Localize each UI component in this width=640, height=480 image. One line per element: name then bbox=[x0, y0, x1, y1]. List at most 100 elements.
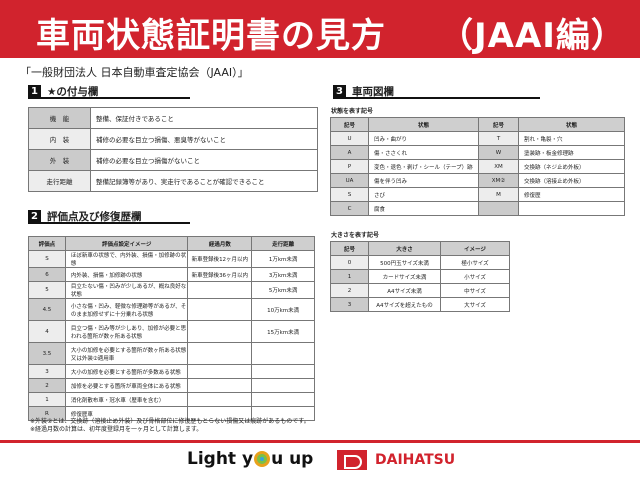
table-cell: 経過月数 bbox=[187, 236, 253, 251]
table-row: 3 大小の加修を必要とする箇所が多数ある状態 bbox=[28, 364, 315, 379]
table-cell: 走行距離 bbox=[251, 236, 315, 251]
table-row: 5 目立たない傷・凹みが少しあるが、概ね良好な状態 5万km未満 bbox=[28, 281, 315, 299]
table-cell bbox=[187, 392, 253, 407]
table-row: 4 目立つ傷・凹み等が少しあり、加修が必要と思われる箇所が数ヶ所ある状態 15万km… bbox=[28, 320, 315, 343]
header-row: 記号 状態 記号 状態 bbox=[330, 117, 625, 132]
section-number: 2 bbox=[28, 210, 41, 223]
table-cell: 4.5 bbox=[28, 298, 66, 321]
table-cell: 記号 bbox=[478, 117, 519, 132]
table-cell: 交換跡（ネジ止め外板） bbox=[518, 159, 625, 174]
table-cell: 大サイズ bbox=[440, 297, 510, 312]
state-label: 状態を表す記号 bbox=[331, 108, 374, 115]
section-1-header: 1 ★の付与欄 bbox=[28, 85, 190, 99]
note: ※外装②とは、交換跡（溶接止め外装）及び骨格部位に修復歴もとらない損傷又は痕跡が… bbox=[30, 418, 310, 425]
slogan-part: Light y bbox=[187, 449, 254, 469]
table-cell: 傷・ささくれ bbox=[368, 145, 479, 160]
grade-table: 評価点 評価点設定イメージ 経過月数 走行距離 S ほぼ新車の状態で、内外装、損傷・加修跡… bbox=[28, 236, 315, 421]
table-row: 3 A4サイズを超えたもの 大サイズ bbox=[330, 297, 510, 312]
table-row: 内 装補修の必要な目立つ損傷、悪臭等がないこと bbox=[28, 128, 318, 150]
table-cell: 2 bbox=[28, 378, 66, 393]
table-cell: 記号 bbox=[330, 241, 369, 256]
table-row: C 腐食 bbox=[330, 201, 625, 216]
ring-icon bbox=[254, 451, 271, 467]
table-cell: 大小の加修を必要とする箇所が多数ある状態 bbox=[64, 364, 189, 379]
table-cell: M bbox=[478, 187, 519, 202]
table-cell: 整備、保証付きであること bbox=[90, 107, 318, 129]
table-cell: 0 bbox=[330, 255, 369, 270]
table-cell: 極小サイズ bbox=[440, 255, 510, 270]
table-cell: UA bbox=[330, 173, 369, 188]
divider bbox=[0, 440, 640, 443]
table-cell: 機 能 bbox=[28, 107, 91, 129]
table-row: 6 内外装、損傷・加修跡の状態 新車登録後36ヶ月以内 3万km未満 bbox=[28, 267, 315, 282]
table-cell: 状態 bbox=[368, 117, 479, 132]
table-cell: 評価点 bbox=[28, 236, 66, 251]
table-cell bbox=[478, 201, 519, 216]
table-row: 3.5 大小の加修を必要とする箇所が数ヶ所ある状態又は外装②適用車 bbox=[28, 342, 315, 365]
table-cell: 大きさ bbox=[368, 241, 441, 256]
state-table: 記号 状態 記号 状態 U 凹み・曲がり T 割れ・亀裂・穴 A 傷・ささくれ W 塗装跡・板金修理跡… bbox=[330, 117, 625, 216]
table-cell: 修復歴 bbox=[518, 187, 625, 202]
note: ※経過月数の計算は、初年度登録月を一ヶ月として計算します。 bbox=[30, 426, 203, 433]
table-row: 外 装補修の必要な目立つ損傷がないこと bbox=[28, 149, 318, 171]
table-cell: 500円玉サイズ未満 bbox=[368, 255, 441, 270]
notes: ※外装②とは、交換跡（溶接止め外装）及び骨格部位に修復歴もとらない損傷又は痕跡が… bbox=[30, 418, 310, 434]
table-cell bbox=[187, 320, 253, 343]
table-cell: 目立たない傷・凹みが少しあるが、概ね良好な状態 bbox=[64, 281, 189, 299]
table-cell: 外 装 bbox=[28, 149, 91, 171]
table-cell: 1 bbox=[28, 392, 66, 407]
table-cell: 新車登録後36ヶ月以内 bbox=[187, 267, 253, 282]
light-you-up-logo: Light y u up bbox=[187, 449, 313, 469]
table-cell: P bbox=[330, 159, 369, 174]
table-cell: XM② bbox=[478, 173, 519, 188]
table-cell: 4 bbox=[28, 320, 66, 343]
section-number: 3 bbox=[333, 85, 346, 98]
table-cell: 消化剤散布車・冠水車（歴車を含む） bbox=[64, 392, 189, 407]
table-cell: XM bbox=[478, 159, 519, 174]
header-row: 評価点 評価点設定イメージ 経過月数 走行距離 bbox=[28, 236, 315, 251]
table-cell: 3.5 bbox=[28, 342, 66, 365]
section-title: ★の付与欄 bbox=[47, 86, 99, 98]
table-cell: A bbox=[330, 145, 369, 160]
table-cell: さび bbox=[368, 187, 479, 202]
table-cell: T bbox=[478, 131, 519, 146]
table-cell bbox=[187, 281, 253, 299]
table-cell: 5万km未満 bbox=[251, 281, 315, 299]
table-cell bbox=[187, 298, 253, 321]
table-row: P 変色・退色・剥げ・シール（テープ）跡 XM 交換跡（ネジ止め外板） bbox=[330, 159, 625, 174]
table-cell: 傷を伴う凹み bbox=[368, 173, 479, 188]
table-cell: 目立つ傷・凹み等が少しあり、加修が必要と思われる箇所が数ヶ所ある状態 bbox=[64, 320, 189, 343]
table-row: S ほぼ新車の状態で、内外装、損傷・加修跡の状態 新車登録後12ヶ月以内 1万km未満 bbox=[28, 250, 315, 268]
table-row: R 修復歴車 bbox=[28, 406, 315, 421]
table-cell: 内外装、損傷・加修跡の状態 bbox=[64, 267, 189, 282]
table-cell bbox=[187, 342, 253, 365]
section-title: 車両図欄 bbox=[352, 86, 394, 98]
table-cell: 3 bbox=[28, 364, 66, 379]
table-cell bbox=[187, 364, 253, 379]
table-cell: 1万km未満 bbox=[251, 250, 315, 268]
table-cell: 大小の加修を必要とする箇所が数ヶ所ある状態又は外装②適用車 bbox=[64, 342, 189, 365]
table-cell: 加修を必要とする箇所が車両全体にある状態 bbox=[64, 378, 189, 393]
star-table: 機 能整備、保証付きであること内 装補修の必要な目立つ損傷、悪臭等がないこと外 … bbox=[28, 107, 318, 192]
table-cell: 塗装跡・板金修理跡 bbox=[518, 145, 625, 160]
table-cell: カードサイズ未満 bbox=[368, 269, 441, 284]
section-3-header: 3 車両図欄 bbox=[333, 85, 540, 99]
table-cell: ほぼ新車の状態で、内外装、損傷・加修跡の状態 bbox=[64, 250, 189, 268]
table-cell: 新車登録後12ヶ月以内 bbox=[187, 250, 253, 268]
table-row: 1 カードサイズ未満 小サイズ bbox=[330, 269, 510, 284]
table-row: S さび M 修復歴 bbox=[330, 187, 625, 202]
table-cell: 記号 bbox=[330, 117, 369, 132]
table-cell bbox=[251, 378, 315, 393]
table-row: UA 傷を伴う凹み XM② 交換跡（溶接止め外板） bbox=[330, 173, 625, 188]
table-cell: 1 bbox=[330, 269, 369, 284]
table-cell: 3 bbox=[330, 297, 369, 312]
table-cell: 腐食 bbox=[368, 201, 479, 216]
table-cell bbox=[251, 406, 315, 421]
table-cell: 修復歴車 bbox=[64, 406, 189, 421]
table-cell: 中サイズ bbox=[440, 283, 510, 298]
brand-name: DAIHATSU bbox=[375, 452, 456, 468]
table-cell: 評価点設定イメージ bbox=[64, 236, 189, 251]
slogan-part: u up bbox=[271, 449, 314, 469]
subtitle: 「一般財団法人 日本自動車査定協会（JAAI）」 bbox=[20, 66, 249, 79]
daihatsu-logo-icon bbox=[337, 450, 367, 470]
